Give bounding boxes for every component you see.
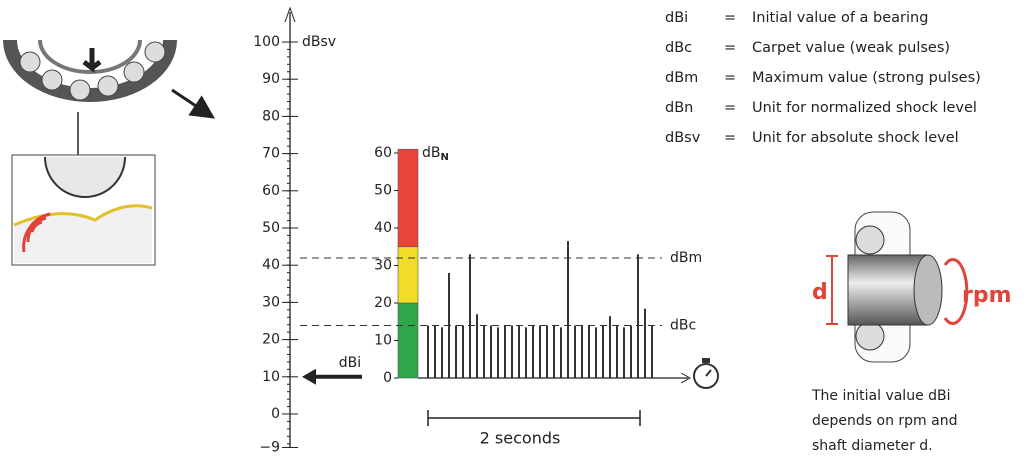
legend-abbr: dBc: [665, 40, 692, 56]
legend-text: Unit for normalized shock level: [752, 100, 977, 116]
stopwatch-icon: [693, 358, 719, 389]
axis-arrow: [284, 6, 296, 23]
legend-sign: =: [724, 40, 736, 56]
caption-line: shaft diameter d.: [812, 438, 933, 454]
tick-label: 70: [262, 146, 280, 162]
tick-label: 0: [271, 406, 280, 422]
legend-abbr: dBi: [665, 10, 688, 26]
tick-label: 60: [374, 145, 392, 161]
time-label: 2 seconds: [480, 429, 561, 448]
tick-label: 90: [262, 71, 280, 87]
tick-label: 30: [374, 258, 392, 274]
axis-unit: dBsv: [302, 34, 336, 50]
tick-label: 40: [374, 220, 392, 236]
legend-sign: =: [724, 10, 736, 26]
legend: dBi = Initial value of a bearing dBc = Carpet…: [665, 10, 981, 146]
axis-unit: dBN: [422, 145, 449, 163]
tick-label: 40: [262, 257, 280, 273]
shock-scale: −9 0 10 20 30 40 50 60 70 80 90 100 dBsv 0 10 20 30 40 50 6…: [253, 6, 702, 455]
reference-label: dBm: [670, 250, 702, 266]
time-bracket: [427, 410, 641, 426]
rpm-label: rpm: [962, 283, 1012, 308]
zone: [397, 246, 419, 304]
tick-label: 10: [262, 369, 280, 385]
shaft-illustration: d rpm The initial value dBi depends on r…: [811, 211, 1012, 454]
tick-label: 0: [383, 370, 392, 386]
legend-abbr: dBsv: [665, 130, 701, 146]
legend-text: Carpet value (weak pulses): [752, 40, 950, 56]
dbi-arrowhead: [302, 368, 316, 385]
reference-label: dBc: [670, 318, 696, 334]
tick-label: 100: [253, 34, 280, 50]
d-label: d: [812, 280, 828, 305]
dbi-label: dBi: [339, 355, 361, 371]
legend-abbr: dBm: [665, 70, 698, 86]
tick-label: 30: [262, 294, 280, 310]
unit-sub: N: [441, 152, 449, 163]
legend-sign: =: [724, 100, 736, 116]
caption-line: The initial value dBi: [811, 388, 951, 404]
tick-label: −9: [259, 439, 280, 455]
legend-sign: =: [724, 70, 736, 86]
zone: [397, 148, 419, 248]
tick-label: 50: [374, 183, 392, 199]
legend-text: Initial value of a bearing: [752, 10, 928, 26]
legend-text: Maximum value (strong pulses): [752, 70, 981, 86]
caption-line: depends on rpm and: [812, 413, 957, 429]
legend-abbr: dBn: [665, 100, 693, 116]
tick-label: 10: [374, 333, 392, 349]
zone: [397, 302, 419, 379]
tick-label: 50: [262, 220, 280, 236]
legend-text: Unit for absolute shock level: [752, 130, 959, 146]
bearing-illustration: [3, 39, 215, 266]
legend-sign: =: [724, 130, 736, 146]
tick-label: 20: [262, 332, 280, 348]
time-arrow: [680, 372, 692, 384]
tick-label: 80: [262, 108, 280, 124]
unit: dB: [422, 145, 441, 161]
tick-label: 60: [262, 183, 280, 199]
tick-label: 20: [374, 295, 392, 311]
